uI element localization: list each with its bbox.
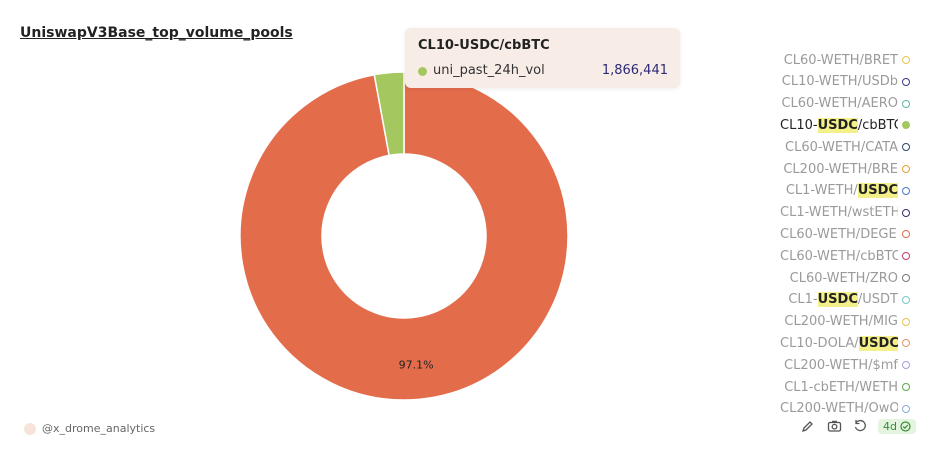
legend-item[interactable]: CL1-USDC/USDT xyxy=(788,290,910,310)
check-circle-icon xyxy=(900,420,911,432)
legend-item-label: CL60-WETH/cbBTC xyxy=(780,248,898,264)
legend-item[interactable]: CL60-WETH/CATA xyxy=(785,137,910,157)
legend-item[interactable]: CL60-WETH/cbBTC xyxy=(780,246,910,266)
legend-item-label: CL60-WETH/BRET xyxy=(783,52,898,68)
legend-item-label: CL200-WETH/OwO xyxy=(780,401,898,415)
legend-item[interactable]: CL60-WETH/DEGEN xyxy=(780,224,910,244)
legend-item[interactable]: CL1-WETH/USDC xyxy=(786,181,910,201)
legend-item[interactable]: CL200-WETH/$mf xyxy=(784,355,910,375)
legend-item[interactable]: CL10-DOLA/USDC xyxy=(780,333,910,353)
legend-item-label: CL10-WETH/USDb xyxy=(781,74,898,90)
footer-toolbar: 4d xyxy=(800,418,916,434)
slice-data-label: 97.1% xyxy=(399,358,434,371)
legend-item-label: CL60-WETH/CATA xyxy=(785,139,898,155)
legend-item-label: CL60-WETH/AERO xyxy=(781,96,898,112)
legend-swatch xyxy=(902,99,910,108)
legend-item-label: CL200-WETH/MIG xyxy=(784,314,898,330)
tooltip-series-label: uni_past_24h_vol xyxy=(433,63,545,78)
legend-item[interactable]: CL200-WETH/BRE xyxy=(783,159,910,179)
footer-source: @x_drome_analytics xyxy=(24,422,155,435)
legend-swatch xyxy=(902,121,910,130)
legend-swatch xyxy=(902,383,910,391)
legend-item-label: CL200-WETH/BRE xyxy=(783,161,898,177)
legend-swatch xyxy=(902,317,910,326)
legend-item[interactable]: CL60-WETH/ZRO xyxy=(790,268,910,288)
legend-swatch xyxy=(902,252,910,261)
legend-item-label: CL1-cbETH/WETH xyxy=(784,379,898,395)
legend-swatch xyxy=(902,295,910,304)
source-avatar xyxy=(24,422,36,435)
legend-item[interactable]: CL200-WETH/MIG xyxy=(784,312,910,332)
legend-item[interactable]: CL60-WETH/BRET xyxy=(784,50,910,70)
camera-icon[interactable] xyxy=(826,418,842,434)
legend-swatch xyxy=(902,339,910,348)
tooltip-value: 1,866,441 xyxy=(601,63,668,78)
legend-item[interactable]: CL1-WETH/wstETH xyxy=(780,203,910,223)
legend-item-label: CL10-USDC/cbBTC xyxy=(780,117,898,133)
legend-item-label: CL1-WETH/wstETH xyxy=(780,205,898,221)
legend-item-label: CL1-USDC/USDT xyxy=(788,292,898,308)
legend-swatch xyxy=(902,56,910,64)
legend-item[interactable]: CL10-WETH/USDb xyxy=(782,72,910,92)
legend-item-label: CL60-WETH/ZRO xyxy=(789,270,898,286)
legend-swatch xyxy=(902,361,910,370)
legend-item[interactable]: CL1-cbETH/WETH xyxy=(784,377,910,397)
age-badge: 4d xyxy=(878,418,916,434)
source-label: @x_drome_analytics xyxy=(42,422,156,435)
legend-item[interactable]: CL60-WETH/AERO xyxy=(781,94,910,114)
tooltip-title: CL10-USDC/cbBTC xyxy=(418,38,550,53)
legend-swatch xyxy=(902,208,910,217)
legend-swatch xyxy=(902,274,910,282)
legend-item-label: CL200-WETH/$mf xyxy=(784,357,898,373)
age-badge-label: 4d xyxy=(883,419,897,433)
refresh-icon[interactable] xyxy=(852,418,868,434)
legend-swatch xyxy=(902,404,910,413)
pie-slice[interactable] xyxy=(239,71,569,401)
legend-item-label: CL10-DOLA/USDC xyxy=(780,335,898,351)
edit-icon[interactable] xyxy=(800,418,816,434)
legend-item-label: CL60-WETH/DEGEN xyxy=(780,226,898,242)
legend-swatch xyxy=(902,186,910,195)
chart-title: UniswapV3Base_top_volume_pools xyxy=(20,25,293,41)
legend-swatch xyxy=(902,143,910,152)
tooltip-series-dot xyxy=(418,67,427,76)
legend-swatch xyxy=(902,77,910,86)
tooltip: CL10-USDC/cbBTC uni_past_24h_vol 1,866,4… xyxy=(405,28,680,88)
legend-item[interactable]: CL200-WETH/OwO xyxy=(780,399,910,415)
legend: CL60-WETH/BRET CL10-WETH/USDb CL60-WETH/AE… xyxy=(760,50,910,415)
legend-swatch xyxy=(902,230,910,239)
legend-item[interactable]: CL10-USDC/cbBTC xyxy=(780,115,910,135)
legend-swatch xyxy=(902,165,910,173)
legend-item-label: CL1-WETH/USDC xyxy=(785,183,898,199)
pie-slice[interactable] xyxy=(373,71,405,157)
